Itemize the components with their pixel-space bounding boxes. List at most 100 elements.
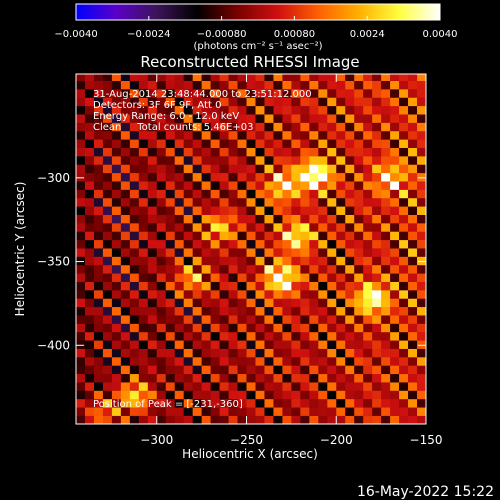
heatmap-cell	[273, 357, 283, 366]
heatmap-cell	[165, 74, 176, 81]
heatmap-cell	[354, 156, 364, 165]
heatmap-cell	[219, 340, 229, 349]
heatmap-cell	[93, 415, 104, 424]
heatmap-cell	[84, 407, 95, 416]
heatmap-cell	[219, 172, 229, 182]
heatmap-cell	[165, 181, 176, 190]
heatmap-cell	[264, 214, 274, 224]
heatmap-cell	[282, 114, 292, 123]
heatmap-cell	[300, 197, 310, 207]
heatmap-cell	[336, 89, 346, 98]
heatmap-cell	[354, 298, 364, 308]
heatmap-cell	[408, 239, 418, 249]
heatmap-cell	[363, 206, 373, 215]
heatmap-cell	[399, 197, 409, 207]
heatmap-cell	[417, 181, 426, 190]
colorbar-tick-label: −0.00080	[197, 29, 247, 40]
heatmap-cell	[372, 181, 382, 190]
heatmap-cell	[129, 181, 140, 190]
heatmap-cell	[228, 273, 238, 282]
heatmap-cell	[417, 264, 426, 274]
heatmap-cell	[156, 214, 167, 224]
heatmap-cell	[129, 80, 140, 90]
heatmap-cell	[246, 331, 256, 341]
heatmap-cell	[138, 373, 149, 383]
heatmap-cell	[210, 290, 220, 299]
heatmap-cell	[120, 147, 131, 157]
heatmap-cell	[255, 206, 265, 215]
heatmap-cell	[147, 105, 158, 115]
heatmap-cell	[336, 290, 346, 299]
heatmap-cell	[138, 156, 149, 165]
heatmap-cell	[390, 290, 400, 299]
heatmap-cell	[363, 365, 373, 375]
heatmap-cell	[183, 415, 193, 424]
heatmap-cell	[129, 105, 140, 115]
heatmap-cell	[147, 164, 158, 174]
heatmap-cell	[381, 105, 391, 115]
heatmap-cell	[255, 398, 265, 408]
heatmap-cell	[192, 97, 202, 107]
heatmap-cell	[111, 340, 122, 349]
heatmap-cell	[129, 390, 140, 400]
heatmap-cell	[129, 256, 140, 266]
heatmap-cell	[255, 256, 265, 266]
heatmap-cell	[381, 398, 391, 408]
heatmap-cell	[76, 398, 86, 408]
heatmap-cell	[192, 74, 202, 81]
heatmap-cell	[129, 139, 140, 148]
heatmap-cell	[282, 164, 292, 174]
heatmap-cell	[129, 323, 140, 333]
heatmap-cell	[273, 306, 283, 316]
heatmap-cell	[390, 365, 400, 375]
heatmap-cell	[282, 306, 292, 316]
heatmap-cell	[210, 281, 220, 291]
heatmap-cell	[327, 281, 337, 291]
heatmap-cell	[309, 382, 319, 391]
heatmap-cell	[228, 214, 238, 224]
heatmap-cell	[183, 197, 193, 207]
heatmap-cell	[363, 89, 373, 98]
heatmap-cell	[372, 256, 382, 266]
heatmap-cell	[300, 181, 310, 190]
heatmap-cell	[219, 281, 229, 291]
heatmap-cell	[102, 97, 113, 107]
heatmap-cell	[327, 273, 337, 282]
heatmap-cell	[138, 415, 149, 424]
heatmap-cell	[273, 248, 283, 257]
heatmap-cell	[129, 147, 140, 157]
heatmap-cell	[237, 340, 247, 349]
heatmap-cell	[273, 281, 283, 291]
heatmap-cell	[300, 415, 310, 424]
heatmap-cell	[174, 331, 184, 341]
heatmap-cell	[273, 97, 283, 107]
heatmap-cell	[264, 390, 274, 400]
heatmap-cell	[219, 80, 229, 90]
heatmap-cell	[237, 206, 247, 215]
heatmap-cell	[417, 197, 426, 207]
y-tick-label: −350	[37, 255, 70, 269]
colorbar-tick-label: 0.0040	[423, 29, 458, 40]
heatmap-cell	[192, 197, 202, 207]
heatmap-cell	[345, 214, 355, 224]
heatmap-cell	[309, 273, 319, 282]
heatmap-cell	[246, 415, 256, 424]
heatmap-cell	[174, 74, 184, 81]
heatmap-cell	[192, 281, 202, 291]
heatmap-cell	[102, 172, 113, 182]
heatmap-cell	[417, 164, 426, 174]
heatmap-cell	[417, 105, 426, 115]
colorbar-tick-label: −0.0040	[54, 29, 97, 40]
heatmap-cell	[408, 105, 418, 115]
heatmap-cell	[255, 105, 265, 115]
heatmap-cell	[309, 114, 319, 123]
heatmap-cell	[354, 315, 364, 324]
heatmap-cell	[93, 147, 104, 157]
heatmap-cell	[156, 89, 167, 98]
heatmap-cell	[138, 382, 149, 391]
heatmap-cell	[102, 340, 113, 349]
heatmap-cell	[318, 357, 328, 366]
heatmap-cell	[237, 197, 247, 207]
heatmap-cell	[76, 340, 86, 349]
heatmap-cell	[201, 197, 211, 207]
